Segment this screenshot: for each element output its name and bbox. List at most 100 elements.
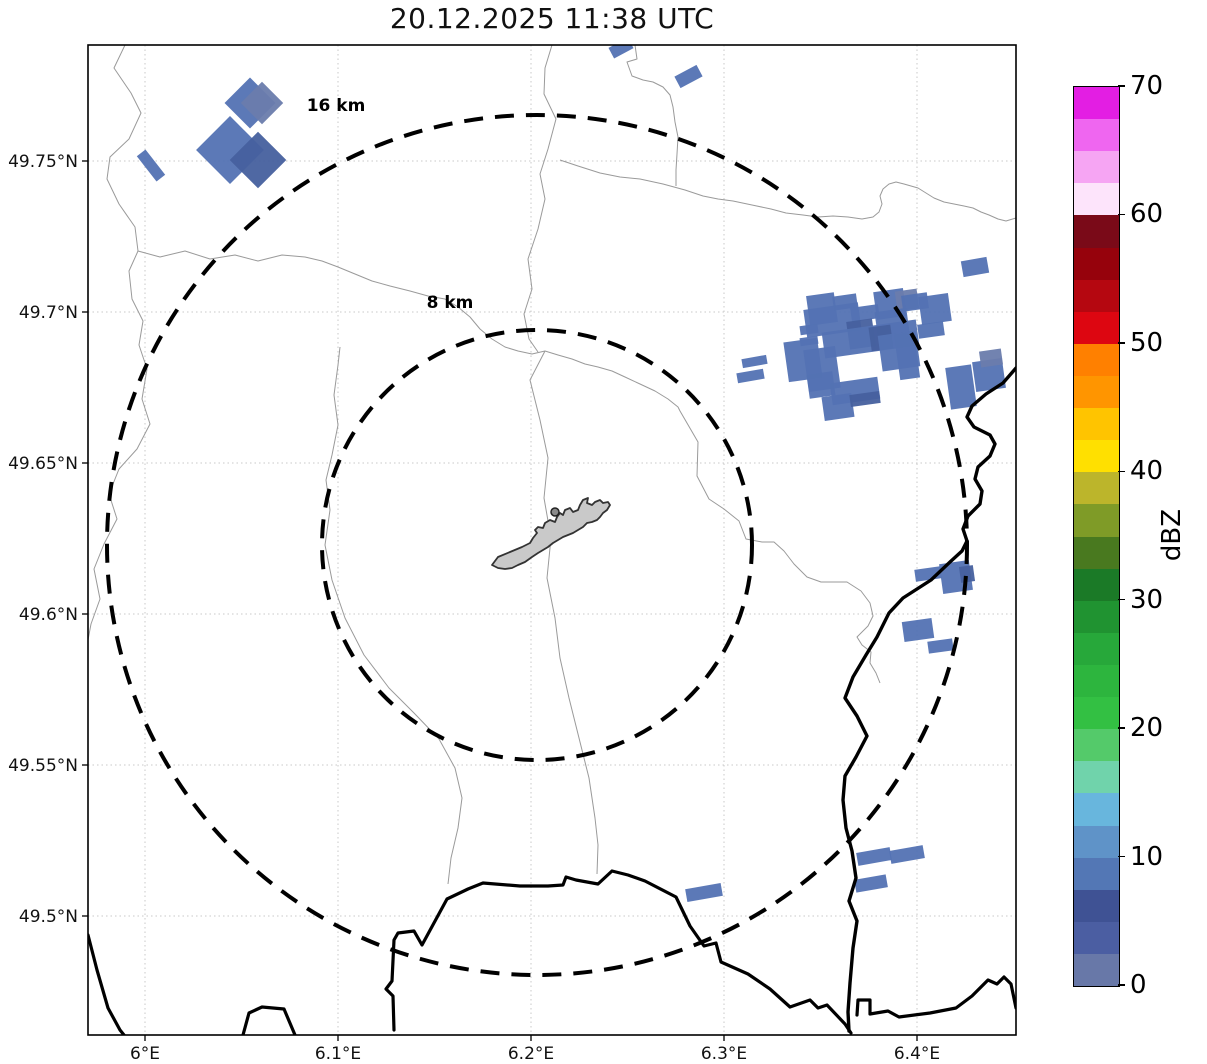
admin-boundary	[626, 45, 679, 186]
admin-boundary	[559, 159, 1016, 222]
radar-cell	[741, 354, 768, 369]
colorbar-segment	[1074, 279, 1119, 312]
radar-cell	[901, 618, 935, 642]
colorbar-segment	[1074, 151, 1119, 184]
radar-cell	[893, 331, 921, 381]
colorbar-tick-mark	[1118, 727, 1125, 729]
river	[841, 366, 1016, 1033]
radar-cell	[849, 390, 881, 408]
colorbar-tick-mark	[1118, 213, 1125, 216]
colorbar-segment	[1074, 87, 1119, 120]
colorbar-segment	[1074, 825, 1119, 858]
range-ring-label: 16 km	[307, 96, 366, 116]
colorbar-segment	[1074, 729, 1119, 762]
colorbar-tick-mark	[1118, 855, 1125, 858]
radar-cell	[674, 64, 703, 89]
y-tick-label: 49.7°N	[19, 303, 78, 323]
radar-cell	[608, 45, 634, 59]
colorbar-tick-label: 20	[1130, 713, 1164, 744]
admin-boundary	[523, 45, 557, 353]
colorbar-segment	[1074, 697, 1119, 730]
radar-cell	[927, 638, 954, 654]
colorbar-segment	[1074, 953, 1119, 987]
colorbar-segment	[1074, 375, 1119, 409]
colorbar-segment	[1074, 857, 1119, 890]
colorbar-tick-label: 0	[1130, 970, 1147, 1000]
colorbar-segment	[1074, 504, 1119, 537]
country-border	[384, 869, 853, 1035]
y-tick-label: 49.65°N	[8, 454, 78, 474]
colorbar-tick-label: 60	[1130, 199, 1164, 230]
radar-cell	[850, 304, 880, 322]
country-border	[241, 1005, 297, 1035]
x-tick-label: 6.1°E	[315, 1044, 361, 1064]
country-border	[855, 975, 1016, 1019]
colorbar-tick-mark	[1118, 85, 1125, 87]
colorbar-segment	[1074, 183, 1119, 216]
y-tick-label: 49.75°N	[8, 152, 78, 172]
radar-cell	[806, 371, 836, 399]
colorbar-tick-label: 40	[1130, 456, 1164, 487]
city-dot	[550, 507, 560, 517]
colorbar-segment	[1074, 921, 1119, 954]
map-content: 8 km 16 km	[88, 45, 1016, 1035]
admin-boundary	[137, 250, 881, 684]
colorbar-segment	[1074, 793, 1119, 826]
colorbar-title: dBZ	[1157, 508, 1187, 562]
colorbar-segment	[1074, 311, 1119, 344]
radar-cell	[854, 874, 888, 893]
radar-cell	[960, 256, 990, 278]
page-title: 20.12.2025 11:38 UTC	[389, 2, 715, 35]
colorbar-segment	[1074, 761, 1119, 794]
colorbar-segment	[1074, 889, 1119, 922]
radar-cell	[889, 845, 925, 864]
admin-boundary	[529, 350, 599, 875]
radar-cell	[856, 847, 892, 866]
colorbar-segment	[1074, 664, 1119, 698]
radar-cell	[685, 882, 723, 903]
y-tick-label: 49.55°N	[8, 756, 78, 776]
radar-cell	[799, 323, 819, 336]
colorbar-segment	[1074, 440, 1119, 473]
colorbar-segment	[1074, 600, 1119, 633]
x-tick-label: 6°E	[130, 1044, 160, 1064]
colorbar-tick-mark	[1118, 598, 1125, 601]
colorbar-segment	[1074, 632, 1119, 665]
colorbar-segment	[1074, 247, 1119, 280]
range-ring-label: 8 km	[427, 293, 474, 313]
radar-cell	[918, 293, 952, 325]
x-tick-label: 6.2°E	[508, 1044, 554, 1064]
colorbar-tick-mark	[1118, 984, 1125, 986]
colorbar-tick-mark	[1118, 470, 1125, 473]
admin-boundary	[324, 346, 463, 885]
map-frame	[87, 44, 1017, 1036]
city-polygon	[491, 497, 611, 570]
colorbar-segment	[1074, 119, 1119, 152]
radar-cell	[136, 149, 166, 182]
radar-cell	[736, 368, 765, 384]
radar-cell	[821, 393, 855, 421]
colorbar-segment	[1074, 408, 1119, 441]
range-ring	[320, 328, 754, 762]
y-tick-label: 49.6°N	[19, 605, 78, 625]
colorbar-segment	[1074, 536, 1119, 569]
y-tick-label: 49.5°N	[19, 907, 78, 927]
colorbar-segment	[1074, 568, 1119, 601]
country-border	[88, 933, 126, 1035]
x-tick-label: 6.3°E	[701, 1044, 747, 1064]
radar-cell	[978, 348, 1004, 368]
radar-cell	[240, 81, 284, 125]
admin-boundary	[88, 45, 151, 641]
colorbar-segment	[1074, 343, 1119, 376]
radar-cell	[945, 364, 977, 410]
colorbar-segment	[1074, 472, 1119, 505]
range-ring	[105, 113, 969, 977]
colorbar-tick-label: 10	[1130, 841, 1164, 872]
colorbar-segment	[1074, 215, 1119, 248]
colorbar-tick-label: 50	[1130, 327, 1164, 358]
radar-cell	[958, 565, 976, 583]
colorbar-tick-label: 30	[1130, 584, 1164, 615]
colorbar	[1073, 86, 1120, 987]
